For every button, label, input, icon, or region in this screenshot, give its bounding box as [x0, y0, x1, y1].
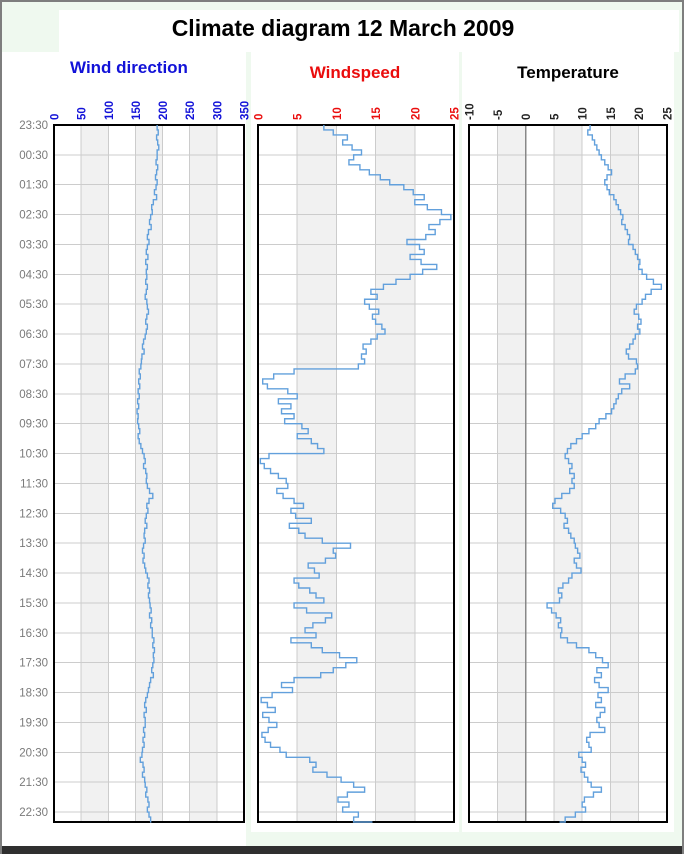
svg-text:100: 100 — [104, 101, 116, 120]
svg-text:25: 25 — [450, 107, 462, 120]
x-axis-tick-labels: 0 5 10 15 20 25 — [254, 107, 462, 120]
svg-text:25: 25 — [663, 107, 675, 120]
svg-text:03:30: 03:30 — [19, 239, 48, 251]
time-axis-labels: 23:30 00:30 01:30 02:30 03:30 04:30 05:30 06:30… — [19, 120, 48, 819]
page-title: Climate diagram 12 March 2009 — [171, 15, 515, 41]
svg-text:-10: -10 — [465, 103, 477, 120]
svg-text:150: 150 — [131, 101, 143, 120]
svg-text:20:30: 20:30 — [19, 747, 48, 759]
svg-text:05:30: 05:30 — [19, 299, 48, 311]
svg-text:5: 5 — [293, 113, 305, 120]
svg-text:10: 10 — [332, 107, 344, 120]
temperature-header: Temperature — [517, 63, 619, 82]
svg-text:50: 50 — [77, 107, 89, 120]
svg-text:250: 250 — [185, 101, 197, 120]
data-series-line — [546, 125, 663, 823]
svg-text:16:30: 16:30 — [19, 628, 48, 640]
windspeed-header: Windspeed — [309, 63, 401, 82]
svg-text:-5: -5 — [493, 109, 505, 120]
svg-text:20: 20 — [410, 107, 422, 120]
svg-text:01:30: 01:30 — [19, 180, 48, 192]
svg-text:04:30: 04:30 — [19, 269, 48, 281]
svg-text:06:30: 06:30 — [19, 329, 48, 341]
svg-text:15:30: 15:30 — [19, 598, 48, 610]
svg-text:14:30: 14:30 — [19, 568, 48, 580]
svg-text:08:30: 08:30 — [19, 389, 48, 401]
data-series-line — [259, 125, 452, 823]
x-axis-tick-labels: -10 -5 0 5 10 15 20 25 — [465, 103, 675, 120]
data-series-line — [136, 125, 160, 823]
windspeed-chart: 0 5 10 15 20 25 — [254, 107, 462, 823]
svg-text:15: 15 — [606, 107, 618, 120]
svg-text:13:30: 13:30 — [19, 538, 48, 550]
svg-text:22:30: 22:30 — [19, 807, 48, 819]
svg-text:300: 300 — [212, 101, 224, 120]
svg-text:0: 0 — [521, 114, 533, 120]
svg-text:200: 200 — [158, 101, 170, 120]
svg-text:350: 350 — [240, 101, 252, 120]
wind-direction-header: Wind direction — [70, 58, 188, 77]
svg-text:10:30: 10:30 — [19, 449, 48, 461]
svg-text:19:30: 19:30 — [19, 717, 48, 729]
svg-text:09:30: 09:30 — [19, 419, 48, 431]
svg-text:5: 5 — [549, 113, 561, 120]
svg-text:20: 20 — [634, 107, 646, 120]
svg-text:00:30: 00:30 — [19, 150, 48, 162]
wind-direction-chart: 0 50 100 150 200 250 300 350 — [50, 101, 252, 823]
svg-text:23:30: 23:30 — [19, 120, 48, 132]
bottom-bar — [2, 846, 682, 854]
x-axis-tick-labels: 0 50 100 150 200 250 300 350 — [50, 101, 252, 120]
svg-text:10: 10 — [578, 107, 590, 120]
temperature-chart: -10 -5 0 5 10 15 20 25 — [465, 103, 675, 823]
svg-text:15: 15 — [371, 107, 383, 120]
svg-text:0: 0 — [254, 114, 266, 120]
svg-text:0: 0 — [50, 114, 62, 120]
svg-text:17:30: 17:30 — [19, 658, 48, 670]
svg-text:18:30: 18:30 — [19, 688, 48, 700]
svg-text:02:30: 02:30 — [19, 210, 48, 222]
svg-text:11:30: 11:30 — [20, 478, 48, 490]
svg-text:21:30: 21:30 — [19, 777, 48, 789]
svg-text:12:30: 12:30 — [19, 508, 48, 520]
title-banner — [59, 10, 679, 52]
svg-text:07:30: 07:30 — [19, 359, 48, 371]
